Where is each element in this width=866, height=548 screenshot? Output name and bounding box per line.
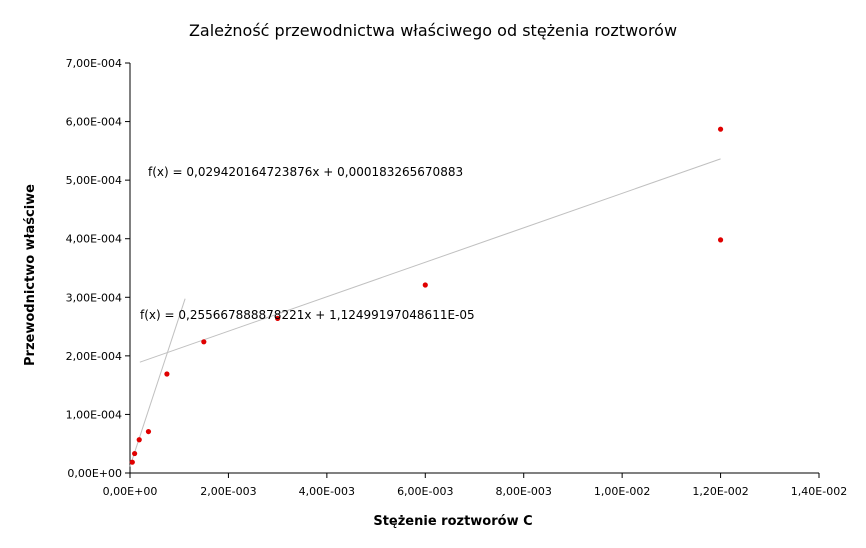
plot-area: 0,00E+00 1,00E-004 2,00E-004 3,00E-004 4,00E… (66, 57, 848, 498)
y-tick-label: 4,00E-004 (66, 233, 122, 246)
data-point (145, 428, 152, 435)
y-tick-label: 0,00E+00 (67, 467, 122, 480)
x-tick-label: 0,00E+00 (103, 485, 158, 498)
data-point (164, 371, 170, 377)
chart-title: Zależność przewodnictwa właściwego od st… (189, 21, 677, 40)
y-tick-label: 3,00E-004 (66, 291, 122, 304)
x-tick-label: 6,00E-003 (397, 485, 453, 498)
y-axis-title: Przewodnictwo właściwe (23, 184, 38, 366)
data-point (136, 437, 142, 443)
data-point (132, 450, 138, 457)
data-point (275, 315, 281, 321)
trendline-equation-1: f(x) = 0,255667888878221x + 1,1249919704… (140, 308, 475, 322)
x-tick-label: 1,20E-002 (692, 485, 748, 498)
y-tick-label: 6,00E-004 (66, 116, 122, 129)
x-tick-label: 1,40E-002 (791, 485, 847, 498)
trendline-equation-2: f(x) = 0,029420164723876x + 0,0001832656… (148, 165, 463, 179)
y-tick-label: 7,00E-004 (66, 57, 122, 70)
x-tick-label: 8,00E-003 (496, 485, 552, 498)
data-point (201, 339, 207, 345)
data-point (717, 237, 724, 243)
x-tick-label: 4,00E-003 (299, 485, 355, 498)
data-point (129, 459, 135, 465)
data-point (717, 126, 724, 132)
trendline-2 (139, 158, 721, 363)
x-tick-label: 2,00E-003 (200, 485, 256, 498)
x-tick-label: 1,00E-002 (594, 485, 650, 498)
y-tick-label: 2,00E-004 (66, 350, 122, 363)
data-point (422, 282, 428, 288)
x-axis-title: Stężenie roztworów C (373, 514, 532, 529)
y-tick-label: 1,00E-004 (66, 408, 122, 421)
y-tick-label: 5,00E-004 (66, 174, 122, 187)
